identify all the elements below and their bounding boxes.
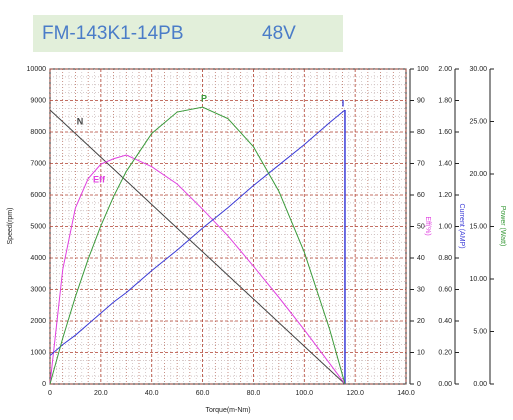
y-tick-label: 0.80 xyxy=(438,255,452,262)
series-label: I xyxy=(342,98,345,108)
title-box xyxy=(33,15,343,52)
y-tick-label: 0 xyxy=(42,381,46,388)
y-tick-label: 10.00 xyxy=(469,276,487,283)
chart-title: FM-143K1-14PB xyxy=(42,23,184,44)
y-tick-label: 70 xyxy=(417,160,425,167)
y-tick-label: 2000 xyxy=(30,318,46,325)
y-tick-label: 20 xyxy=(417,318,425,325)
y-tick-label: 0.00 xyxy=(473,381,487,388)
y-tick-label: 90 xyxy=(417,97,425,104)
y-tick-label: 10000 xyxy=(27,66,47,73)
x-tick-label: 60.0 xyxy=(196,390,210,397)
y-axis-label: Speed(rpm) xyxy=(7,208,14,245)
series-label: Eff xyxy=(93,174,106,184)
y-tick-label: 0 xyxy=(417,381,421,388)
y-tick-label: 40 xyxy=(417,255,425,262)
y-tick-label: 6000 xyxy=(30,192,46,199)
series-line xyxy=(49,109,346,385)
series-line xyxy=(49,106,346,385)
x-tick-label: 0 xyxy=(48,390,52,397)
y-tick-label: 1.20 xyxy=(438,192,452,199)
y-tick-label: 20.00 xyxy=(469,171,487,178)
y-tick-label: 3000 xyxy=(30,286,46,293)
x-tick-label: 40.0 xyxy=(145,390,159,397)
y-tick-label: 25.00 xyxy=(469,118,487,125)
y-tick-label: 0.40 xyxy=(438,318,452,325)
y-tick-label: 1000 xyxy=(30,349,46,356)
y4-axis-label: Power (Watt) xyxy=(499,206,506,247)
series-label: N xyxy=(77,116,84,126)
y-tick-label: 5.00 xyxy=(473,328,487,335)
y-tick-label: 100 xyxy=(417,66,429,73)
x-tick-label: 140.0 xyxy=(397,390,415,397)
y-tick-label: 5000 xyxy=(30,223,46,230)
y-tick-label: 8000 xyxy=(30,129,46,136)
y-tick-label: 1.40 xyxy=(438,160,452,167)
series-label: P xyxy=(201,93,207,103)
y3-axis-label: Current (AMP) xyxy=(458,203,465,248)
y-tick-label: 50 xyxy=(417,223,425,230)
y-tick-label: 1.60 xyxy=(438,129,452,136)
x-tick-label: 120.0 xyxy=(346,390,364,397)
y-tick-label: 7000 xyxy=(30,160,46,167)
y-tick-label: 0.60 xyxy=(438,286,452,293)
series-line xyxy=(49,154,346,385)
x-tick-label: 80.0 xyxy=(247,390,261,397)
y-tick-label: 0.20 xyxy=(438,349,452,356)
y-tick-label: 1.80 xyxy=(438,97,452,104)
y2-axis-label: Eff(%) xyxy=(424,216,431,235)
y-tick-label: 15.00 xyxy=(469,223,487,230)
x-tick-label: 20.0 xyxy=(94,390,108,397)
y-tick-label: 4000 xyxy=(30,255,46,262)
x-tick-label: 100.0 xyxy=(296,390,314,397)
y-tick-label: 80 xyxy=(417,129,425,136)
x-axis-label: Torque(m-Nm) xyxy=(205,407,250,414)
series-line xyxy=(49,109,346,357)
y-tick-label: 60 xyxy=(417,192,425,199)
y-tick-label: 2.00 xyxy=(438,66,452,73)
y-tick-label: 30.00 xyxy=(469,66,487,73)
y-tick-label: 1.00 xyxy=(438,223,452,230)
y-tick-label: 9000 xyxy=(30,97,46,104)
y-tick-label: 0.00 xyxy=(438,381,452,388)
y-tick-label: 10 xyxy=(417,349,425,356)
y-tick-label: 30 xyxy=(417,286,425,293)
chart-subtitle: 48V xyxy=(262,23,296,44)
